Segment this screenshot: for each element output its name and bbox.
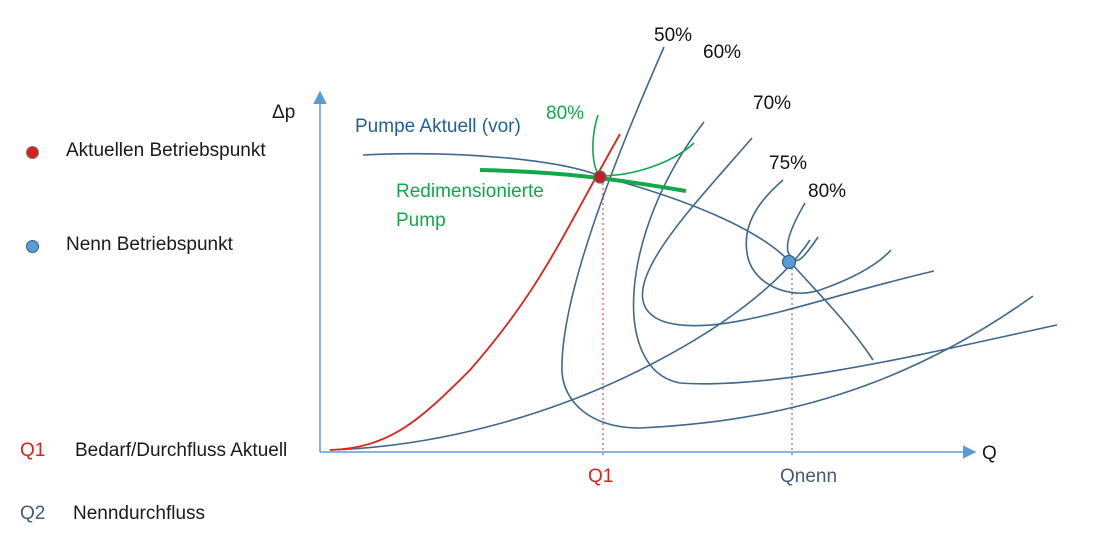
eff-label-50: 50% <box>654 25 692 46</box>
eff-label-75: 75% <box>769 153 807 174</box>
operating-point-current <box>593 170 607 184</box>
pump-redim-label-line1: Redimensionierte <box>396 181 544 202</box>
x-axis-label: Q <box>982 443 997 464</box>
legend-code-q1: Q1 <box>20 440 46 461</box>
eff-label-80-redim: 80% <box>546 103 584 124</box>
efficiency-curve-75 <box>745 179 892 294</box>
eff-label-60: 60% <box>703 42 741 63</box>
legend-dot-current <box>26 146 39 159</box>
system-curve-current <box>329 133 621 451</box>
pump-curve-current <box>362 152 874 361</box>
efficiency-curve-60 <box>632 121 1058 385</box>
legend-code-q2: Q2 <box>20 503 46 524</box>
efficiency-curve-80 <box>786 202 819 262</box>
eff-label-80: 80% <box>808 181 846 202</box>
legend-dot-nominal <box>26 240 39 253</box>
system-curve-nominal <box>329 239 811 451</box>
legend-label-current-point: Aktuellen Betriebspunkt <box>66 140 266 161</box>
pump-redim-label-line2: Pump <box>396 210 446 231</box>
operating-point-nominal <box>781 254 797 270</box>
x-tick-q1: Q1 <box>588 466 613 487</box>
efficiency-curves <box>561 46 1058 429</box>
pump-current-label: Pumpe Aktuell (vor) <box>355 116 521 137</box>
efficiency-curve-80-redim <box>592 114 695 177</box>
x-tick-qnenn: Qnenn <box>780 466 837 487</box>
efficiency-curve-50 <box>561 46 1034 429</box>
legend-label-nominal-point: Nenn Betriebspunkt <box>66 234 233 255</box>
eff-label-70: 70% <box>753 93 791 114</box>
efficiency-labels: 50% 60% 70% 75% 80% 80% <box>546 25 846 202</box>
legend-label-q1: Bedarf/Durchfluss Aktuell <box>75 440 288 461</box>
pump-curve-redimensioned <box>479 168 687 193</box>
y-axis-label: Δp <box>272 102 295 123</box>
legend-label-q2: Nenndurchfluss <box>73 503 206 524</box>
